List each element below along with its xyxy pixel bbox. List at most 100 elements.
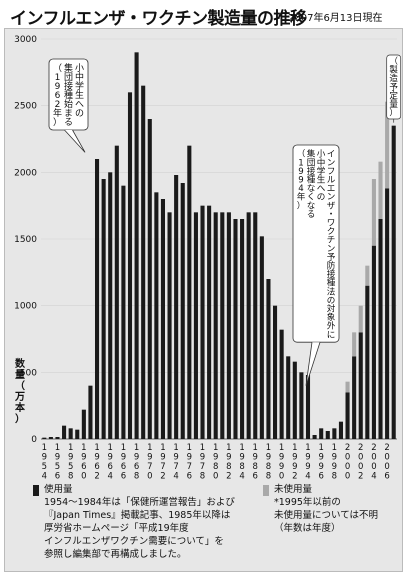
bar-used-1958 bbox=[68, 428, 73, 439]
legend-used-swatch bbox=[33, 485, 39, 496]
bar-used-1991 bbox=[286, 356, 291, 439]
chart-svg: 0 500 1000 1500 2000 2500 3000 数量（万本） 1 9 5 4 1 9 5 6 1 9… bbox=[14, 35, 402, 481]
legend-used-note: 1954～1984年は「保健所運営報告」および 『Japan Times』掲載記… bbox=[44, 497, 235, 560]
bar-used-1954 bbox=[42, 437, 47, 439]
bar-used-1959 bbox=[75, 429, 80, 439]
bar-used-1977 bbox=[193, 212, 198, 439]
bar-used-1966 bbox=[121, 185, 126, 439]
legend-unused-swatch bbox=[263, 485, 269, 496]
bar-used-1968 bbox=[134, 52, 139, 439]
bar-used-1976 bbox=[187, 145, 192, 439]
bar-used-1960 bbox=[81, 409, 86, 439]
bar-used-1973 bbox=[167, 212, 172, 439]
bar-used-1980 bbox=[213, 212, 218, 439]
bar-used-1995 bbox=[312, 435, 317, 439]
bar-used-1983 bbox=[233, 219, 238, 439]
y-tick-label: 3000 bbox=[14, 35, 37, 45]
page-title: インフルエンザ・ワクチン製造量の推移 bbox=[10, 9, 307, 29]
bar-used-1957 bbox=[62, 425, 67, 439]
bar-used-1962 bbox=[94, 159, 100, 439]
legend-used-label: 使用量 bbox=[44, 484, 73, 495]
annotation-1994-pointer bbox=[305, 342, 321, 386]
bar-used-1967 bbox=[127, 92, 133, 440]
bar-unused-2002 bbox=[358, 305, 363, 333]
bar-unused-2005 bbox=[378, 161, 383, 219]
bar-used-2006 bbox=[385, 188, 390, 439]
annotation-1962-text: 小中学生への集団接種始まる（ 1 9 6 2 年） bbox=[53, 62, 84, 128]
bar-used-1969 bbox=[141, 85, 146, 439]
bar-used-1974 bbox=[174, 175, 179, 439]
bar-used-1978 bbox=[200, 205, 205, 439]
bar-used-1956 bbox=[55, 437, 60, 439]
bar-used-1987 bbox=[259, 236, 264, 439]
bar-used-2002 bbox=[358, 332, 363, 439]
bar-used-1963 bbox=[101, 179, 106, 439]
bar-used-1985 bbox=[246, 212, 251, 439]
bar-used-1992 bbox=[292, 361, 297, 439]
bar-unused-2004 bbox=[371, 179, 376, 246]
bar-used-1997 bbox=[325, 431, 330, 439]
bar-used-1972 bbox=[160, 199, 166, 439]
bar-used-1989 bbox=[272, 305, 278, 439]
bar-unused-2006 bbox=[385, 101, 390, 189]
bar-used-1984 bbox=[240, 219, 245, 439]
bar-used-2004 bbox=[371, 245, 376, 439]
bar-used-1986 bbox=[253, 212, 258, 439]
bar-used-1982 bbox=[226, 212, 231, 439]
bar-used-1999 bbox=[338, 421, 344, 439]
y-tick-label: 2000 bbox=[14, 168, 37, 178]
y-axis-label: 数量（万本） bbox=[14, 357, 26, 425]
bar-used-1988 bbox=[266, 279, 271, 439]
annotation-planned-text: （製造予定量） bbox=[389, 56, 398, 119]
bar-used-2007 bbox=[391, 125, 396, 440]
legend-unused-label: 未使用量 bbox=[274, 484, 313, 495]
bar-unused-2000 bbox=[345, 381, 350, 393]
bar-used-2005 bbox=[378, 219, 383, 439]
bar-used-1994 bbox=[305, 375, 311, 439]
y-tick-label: 1000 bbox=[14, 302, 37, 312]
annotation-1962-pointer bbox=[64, 129, 86, 153]
chart-panel: 0 500 1000 1500 2000 2500 3000 数量（万本） 1 9 5 4 1 9 5 6 1 9… bbox=[4, 28, 403, 572]
bar-used-1975 bbox=[180, 183, 185, 439]
bar-used-2003 bbox=[365, 285, 370, 439]
y-tick-label: 0 bbox=[31, 435, 37, 445]
y-tick-label: 500 bbox=[20, 368, 37, 378]
y-tick-label: 1500 bbox=[14, 235, 37, 245]
y-tick-label: 2500 bbox=[14, 102, 37, 112]
legend: 使用量 1954～1984年は「保健所運営報告」および 『Japan Times… bbox=[33, 483, 398, 569]
bar-used-1996 bbox=[319, 428, 324, 439]
bar-used-2001 bbox=[352, 356, 357, 439]
bar-used-1964 bbox=[108, 172, 113, 440]
annotation-1994-text: インフルエンザ・ワクチン予防接種法の対象外に小中学生への集団接種なくなる（ 1 9 9… bbox=[297, 148, 336, 341]
legend-unused-note: *1995年以前の 未使用量については不明 （年数は年度） bbox=[274, 497, 379, 534]
as-of-date: 2007年6月13日現在 bbox=[288, 13, 383, 24]
bar-used-1965 bbox=[114, 145, 119, 439]
bar-used-2000 bbox=[345, 392, 350, 439]
bar-used-1981 bbox=[220, 212, 225, 439]
bar-used-1993 bbox=[299, 372, 304, 439]
